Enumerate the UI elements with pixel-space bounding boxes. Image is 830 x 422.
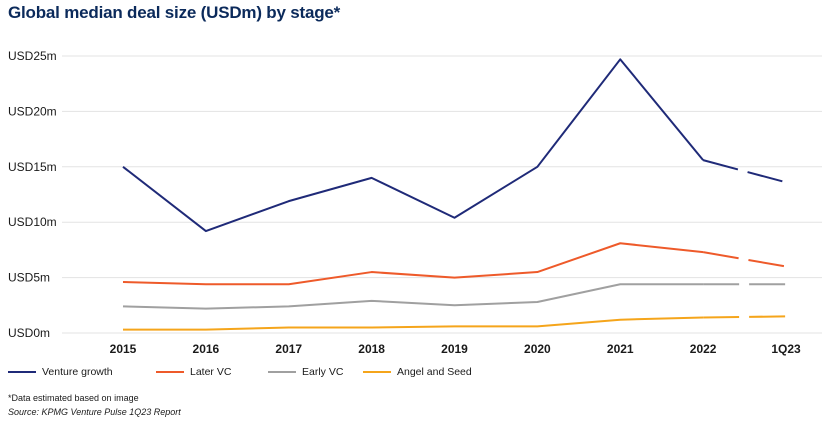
series-line-estimated bbox=[703, 315, 787, 319]
x-tick-label: 2021 bbox=[607, 342, 634, 356]
series-line-estimated bbox=[702, 251, 787, 268]
gridlines bbox=[62, 55, 822, 334]
x-tick-label: 1Q23 bbox=[771, 342, 801, 356]
series-line-solid bbox=[122, 58, 704, 233]
legend-label: Later VC bbox=[190, 366, 232, 378]
legend-item: Later VC bbox=[156, 366, 268, 378]
data-note: *Data estimated based on image bbox=[8, 393, 139, 403]
legend-label: Early VC bbox=[302, 366, 344, 378]
x-tick-label: 2022 bbox=[690, 342, 717, 356]
y-tick-label: USD10m bbox=[8, 215, 57, 229]
series-early-vc bbox=[122, 283, 787, 310]
y-tick-label: USD0m bbox=[8, 326, 50, 340]
legend-item: Angel and Seed bbox=[363, 366, 493, 378]
series-lines bbox=[122, 58, 787, 331]
series-angel-and-seed bbox=[122, 315, 787, 331]
x-tick-label: 2018 bbox=[358, 342, 385, 356]
y-tick-label: USD15m bbox=[8, 160, 57, 174]
series-line-solid bbox=[122, 283, 704, 310]
y-axis-ticks: USD0m USD5m USD10m USD15m USD20m USD25m bbox=[8, 49, 57, 340]
y-tick-label: USD20m bbox=[8, 104, 57, 118]
series-line-solid bbox=[123, 316, 704, 331]
legend-label: Angel and Seed bbox=[397, 366, 472, 378]
series-line-solid bbox=[122, 242, 704, 286]
legend: Venture growth Later VC Early VC Angel and … bbox=[8, 366, 493, 378]
x-tick-label: 2017 bbox=[275, 342, 302, 356]
series-later-vc bbox=[122, 242, 787, 286]
series-venture-growth bbox=[122, 58, 787, 233]
y-tick-label: USD5m bbox=[8, 271, 50, 285]
footnotes: *Data estimated based on image Source: K… bbox=[8, 391, 181, 419]
legend-item: Early VC bbox=[268, 366, 363, 378]
series-line-estimated bbox=[702, 159, 787, 184]
x-tick-label: 2019 bbox=[441, 342, 468, 356]
legend-item: Venture growth bbox=[8, 366, 156, 378]
legend-swatch bbox=[156, 371, 184, 373]
x-tick-label: 2015 bbox=[110, 342, 137, 356]
y-tick-label: USD25m bbox=[8, 49, 57, 63]
x-axis-ticks: 2015 2016 2017 2018 2019 2020 2021 2022 1Q23 bbox=[110, 342, 801, 356]
legend-swatch bbox=[268, 371, 296, 373]
x-tick-label: 2020 bbox=[524, 342, 551, 356]
legend-swatch bbox=[363, 371, 391, 373]
legend-label: Venture growth bbox=[42, 366, 113, 378]
source-note: Source: KPMG Venture Pulse 1Q23 Report bbox=[8, 407, 181, 417]
legend-swatch bbox=[8, 371, 36, 373]
chart-title: Global median deal size (USDm) by stage* bbox=[8, 3, 341, 22]
x-tick-label: 2016 bbox=[193, 342, 220, 356]
